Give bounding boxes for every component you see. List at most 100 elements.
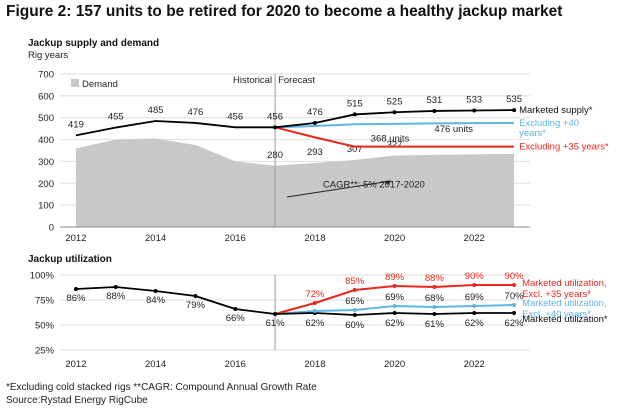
util-point-0 bbox=[153, 289, 158, 293]
footnote: *Excluding cold stacked rigs **CAGR: Com… bbox=[6, 382, 317, 393]
util-data-label: 62% bbox=[505, 318, 525, 329]
util-data-label: 62% bbox=[465, 318, 485, 329]
util-line-0 bbox=[75, 286, 515, 316]
util-point-0 bbox=[432, 312, 437, 316]
figure-title: Figure 2: 157 units to be retired for 20… bbox=[6, 3, 563, 20]
util-excl-35-data-label: 72% bbox=[305, 289, 325, 300]
util-excl-40-data-label: 68% bbox=[425, 293, 445, 304]
util-point-1 bbox=[472, 304, 477, 308]
source-note: Source:Rystad Energy RigCube bbox=[6, 395, 148, 406]
supply-line-1 bbox=[275, 121, 515, 129]
legend-marketed-utilization: Marketed utilization* bbox=[522, 314, 608, 325]
util-point-1 bbox=[392, 304, 397, 308]
util-point-0 bbox=[73, 287, 78, 291]
util-point-1 bbox=[312, 309, 317, 313]
util-point-1 bbox=[432, 305, 437, 309]
util-point-2 bbox=[392, 284, 397, 288]
util-data-label: 61% bbox=[266, 318, 286, 329]
util-point-1 bbox=[512, 303, 517, 307]
chart-1-ytick-label: 700 bbox=[38, 70, 54, 81]
util-excl-40-data-label: 70% bbox=[505, 291, 525, 302]
util-point-2 bbox=[312, 301, 317, 305]
chart-1-ytick-label: 500 bbox=[38, 113, 54, 124]
util-excl-35-data-label: 88% bbox=[425, 273, 445, 284]
supply-point bbox=[312, 120, 317, 125]
legend-marketed-supply: Marketed supply* bbox=[519, 105, 593, 116]
util-excl-40-data-label: 69% bbox=[465, 292, 485, 303]
supply-data-label: 525 bbox=[387, 96, 403, 107]
chart-2-ytick-label: 25% bbox=[35, 346, 55, 357]
util-point-2 bbox=[472, 283, 477, 287]
util-data-label: 61% bbox=[425, 319, 445, 330]
chart-1-xtick-label: 2022 bbox=[464, 233, 485, 244]
util-excl-40-data-label: 65% bbox=[345, 296, 365, 307]
supply-data-label: 455 bbox=[108, 112, 124, 123]
historical-label: Historical bbox=[233, 75, 272, 86]
chart-1-xtick-label: 2020 bbox=[384, 233, 405, 244]
supply-point bbox=[352, 112, 357, 117]
supply-point bbox=[432, 108, 437, 113]
forecast-label: Forecast bbox=[278, 75, 315, 86]
supply-point bbox=[392, 110, 397, 115]
supply-data-label: 476 bbox=[307, 107, 323, 118]
util-point-0 bbox=[512, 311, 517, 315]
supply-line-2 bbox=[274, 126, 515, 148]
legend-util-excl-35-line: Marketed utilization, bbox=[522, 278, 606, 289]
util-excl-35-data-label: 90% bbox=[465, 271, 485, 282]
util-excl-35-data-label: 90% bbox=[505, 271, 525, 282]
supply-data-label: 535 bbox=[506, 94, 522, 105]
util-point-2 bbox=[352, 288, 357, 292]
legend-util-excl-35-line: Excl. +35 years* bbox=[522, 289, 591, 300]
util-excl-35-data-label: 85% bbox=[345, 276, 365, 287]
chart-2-xtick-label: 2014 bbox=[145, 359, 166, 370]
util-point-0 bbox=[113, 285, 118, 289]
chart-1-ytick-label: 300 bbox=[38, 157, 54, 168]
supply-point bbox=[512, 108, 517, 113]
chart-1-annotation: 476 units bbox=[434, 124, 473, 135]
supply-data-label: 476 bbox=[187, 107, 203, 118]
chart-2-title: Jackup utilization bbox=[28, 254, 112, 265]
chart-2-xtick-label: 2018 bbox=[304, 359, 325, 370]
cagr-arrow-head bbox=[384, 180, 392, 185]
chart-1-ytick-label: 400 bbox=[38, 135, 54, 146]
util-excl-35-data-label: 89% bbox=[385, 272, 405, 283]
util-data-label: 60% bbox=[345, 320, 365, 331]
demand-data-label: 327 bbox=[387, 140, 403, 151]
chart-2-ytick-label: 100% bbox=[30, 271, 55, 282]
util-point-0 bbox=[273, 312, 278, 316]
util-point-0 bbox=[233, 307, 238, 311]
util-data-label: 84% bbox=[146, 295, 166, 306]
cagr-arrow-shaft bbox=[286, 180, 391, 198]
demand-area bbox=[75, 138, 515, 227]
supply-data-label: 531 bbox=[426, 95, 442, 106]
chart-2-xtick-label: 2012 bbox=[65, 359, 86, 370]
util-point-0 bbox=[193, 294, 198, 298]
legend-excl-40-line: Excluding +40 bbox=[519, 118, 579, 129]
supply-point bbox=[472, 108, 477, 113]
chart-1-xtick-label: 2014 bbox=[145, 233, 166, 244]
util-data-label: 62% bbox=[385, 318, 405, 329]
util-point-0 bbox=[352, 313, 357, 317]
util-data-label: 66% bbox=[226, 313, 246, 324]
util-excl-40-data-label: 69% bbox=[385, 292, 405, 303]
legend-excl-40-line: years* bbox=[519, 128, 546, 139]
chart-1-xtick-label: 2012 bbox=[65, 233, 86, 244]
legend-excl-35-line: Excluding +35 years* bbox=[519, 142, 609, 153]
chart-1-annotation: CAGR**: 5% 2017-2020 bbox=[323, 180, 425, 191]
chart-1-title: Jackup supply and demand bbox=[28, 38, 159, 49]
chart-1-ytick-label: 0 bbox=[49, 223, 54, 234]
supply-point bbox=[273, 125, 278, 130]
chart-1-ytick-label: 100 bbox=[38, 201, 54, 212]
demand-data-label: 307 bbox=[347, 144, 363, 155]
supply-data-label: 533 bbox=[466, 95, 482, 106]
demand-legend-label: Demand bbox=[82, 79, 118, 90]
chart-2-ytick-label: 50% bbox=[35, 321, 55, 332]
demand-data-label: 280 bbox=[267, 150, 283, 161]
chart-2-xtick-label: 2020 bbox=[384, 359, 405, 370]
supply-data-label: 456 bbox=[267, 111, 283, 122]
util-data-label: 86% bbox=[66, 293, 86, 304]
chart-1-ytick-label: 200 bbox=[38, 179, 54, 190]
legend-util-excl-40-line: Excl. +40 years* bbox=[522, 309, 591, 320]
